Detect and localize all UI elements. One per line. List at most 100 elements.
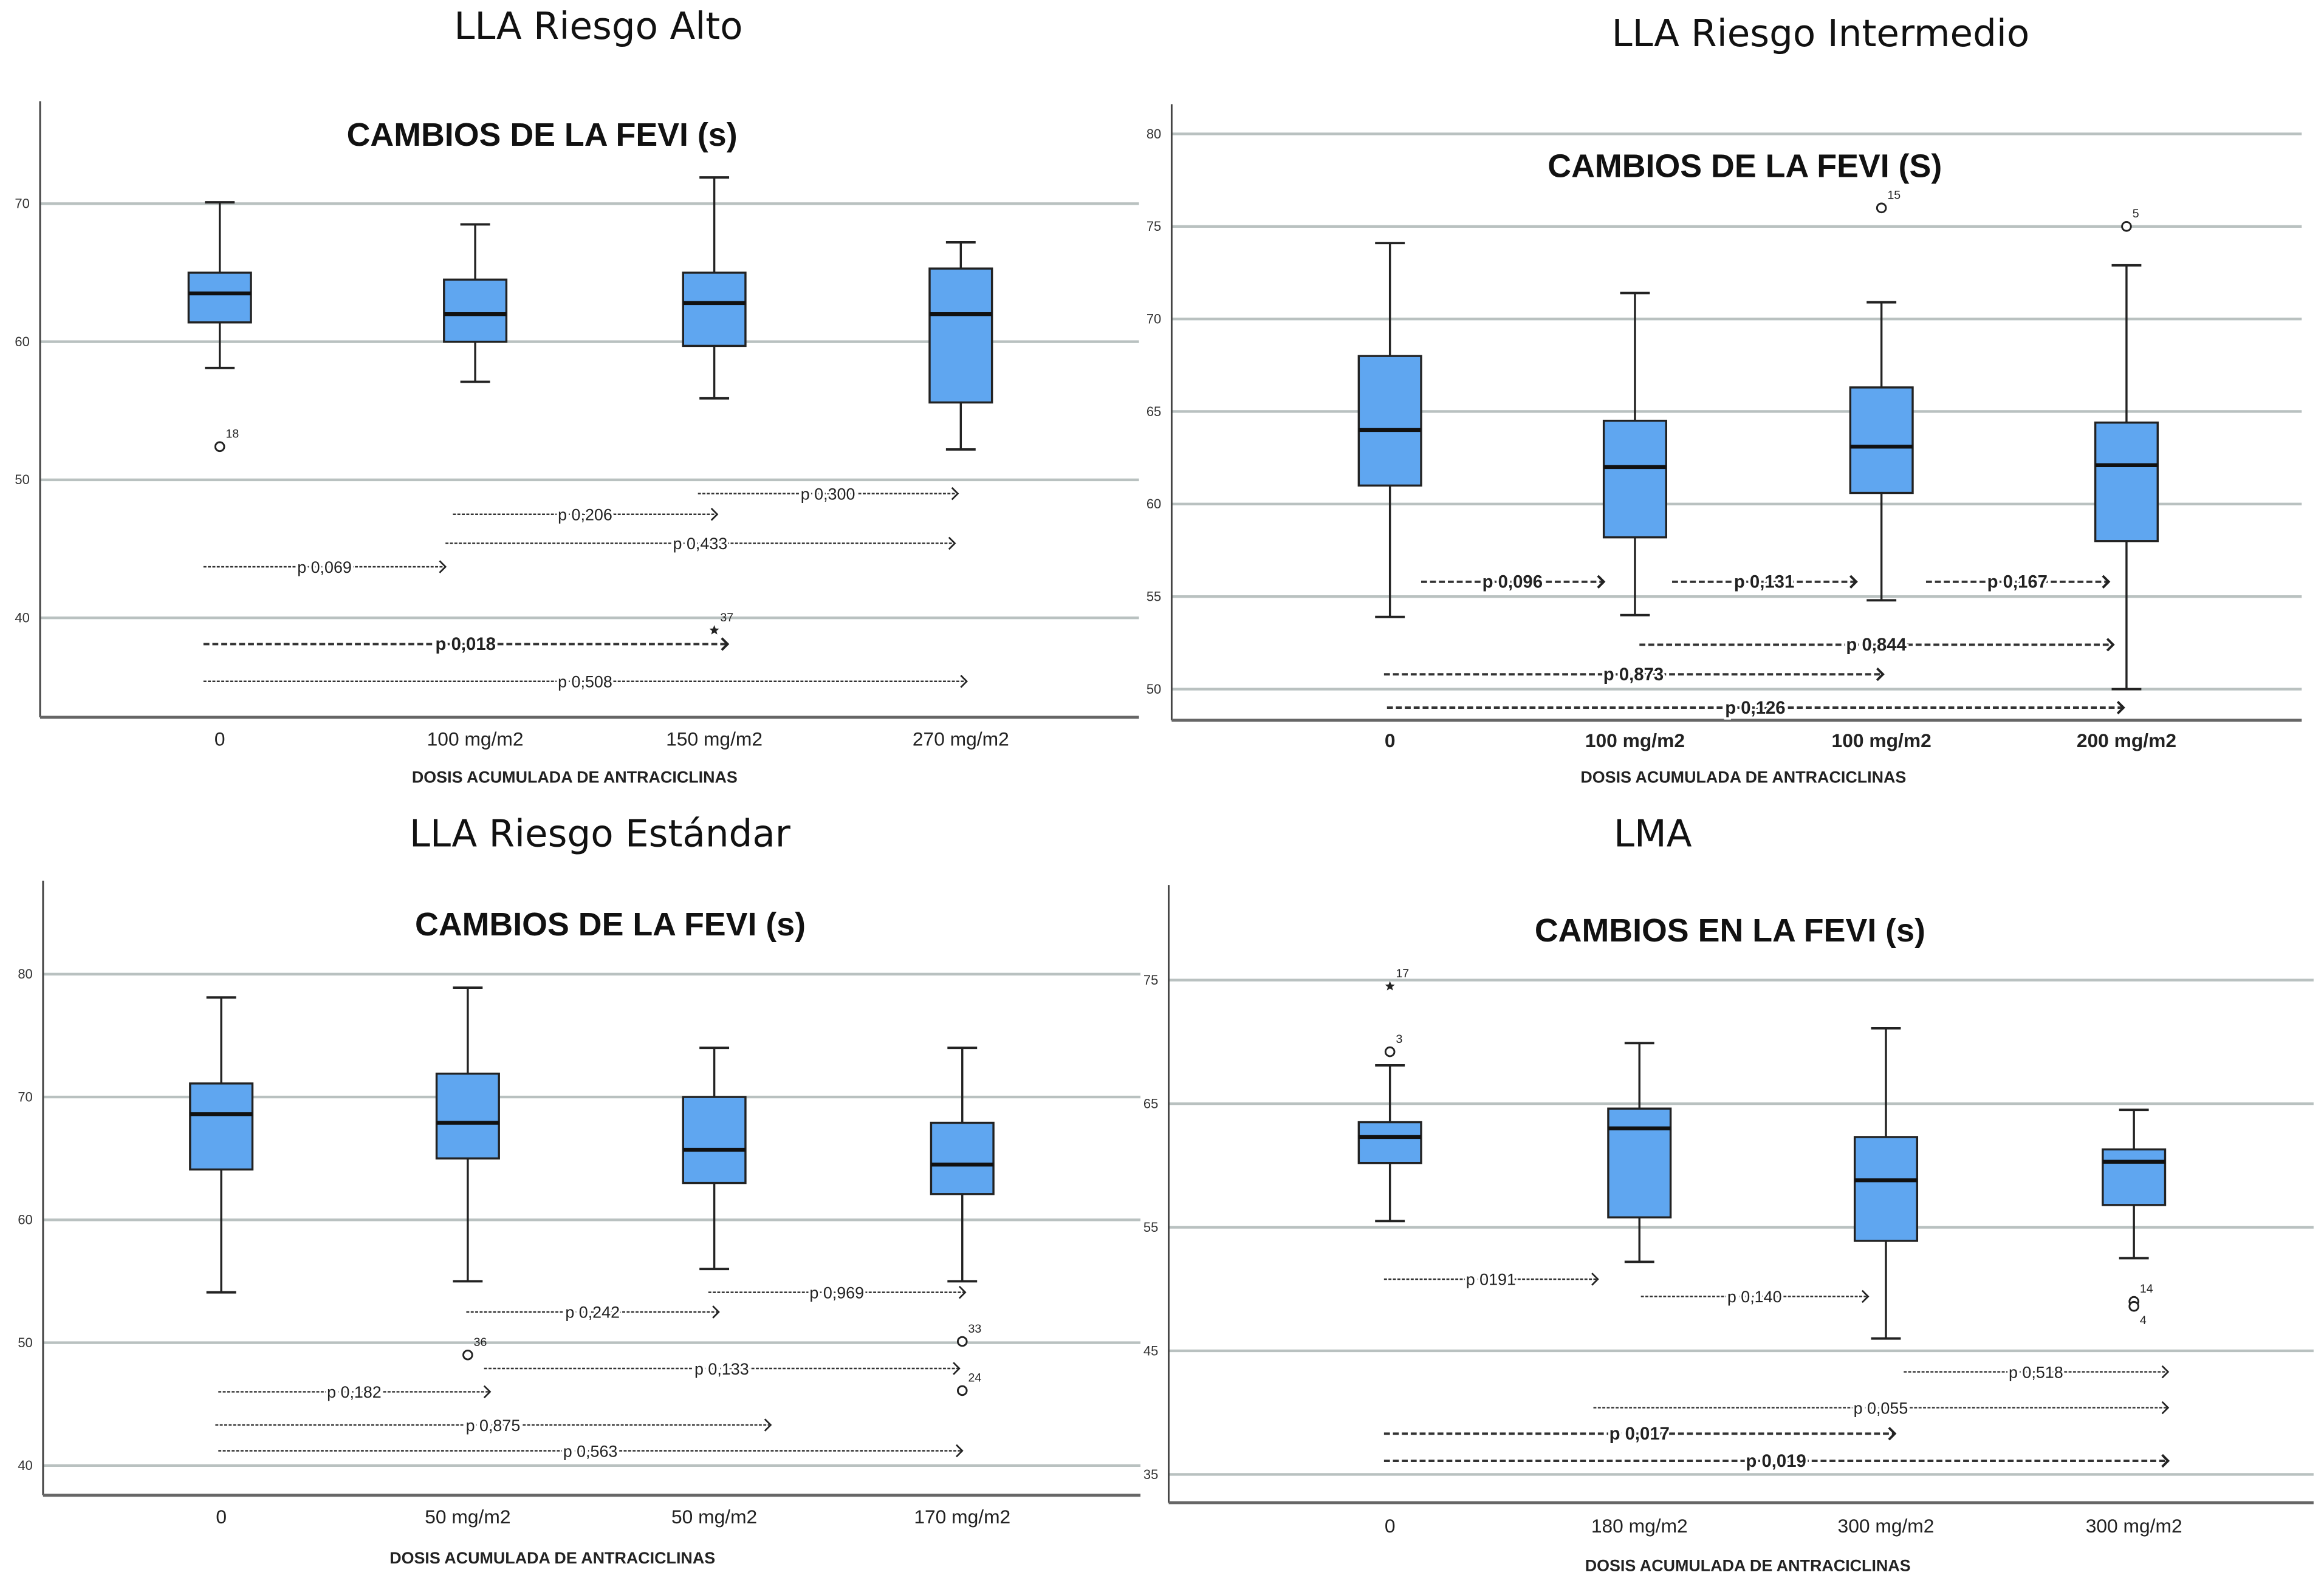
p-value-label: p 0,844 (1846, 635, 1907, 655)
p-value-annotation: p 0,873 (1383, 662, 1885, 687)
y-tick-label: 65 (1147, 404, 1161, 419)
outlier-star-icon (1385, 981, 1395, 991)
arrow-head-icon (2161, 1365, 2170, 1379)
chart-title: CAMBIOS EN LA FEVI (s) (1535, 912, 1925, 949)
arrow-head-icon (948, 536, 956, 550)
p-value-annotation: p 0,969 (708, 1282, 967, 1304)
p-value-annotation: p 0,518 (1904, 1361, 2170, 1384)
box-plot: 15 (1849, 189, 1914, 602)
iqr-box (189, 1082, 254, 1171)
p-value-label: p 0191 (1466, 1271, 1516, 1289)
x-axis-label: DOSIS ACUMULADA DE ANTRACICLINAS (1585, 1556, 1911, 1574)
outlier-point (1384, 1046, 1396, 1057)
p-value-annotation: p 0,126 (1387, 695, 2125, 720)
y-tick-label: 50 (1147, 682, 1161, 697)
iqr-box (2102, 1148, 2167, 1206)
iqr-box (682, 272, 747, 347)
box-plot (443, 223, 508, 383)
box-plot: 18 (187, 201, 252, 453)
p-value-annotation: p 0,019 (1383, 1449, 2170, 1474)
box-plot: 14 4 (2102, 1109, 2167, 1327)
p-value-annotation: p 0,844 (1639, 633, 2115, 657)
p-value-label: p 0,563 (563, 1442, 618, 1460)
p-value-label: p 0,133 (694, 1360, 749, 1378)
outlier-label: 15 (1887, 189, 1901, 202)
p-value-annotation: p 0,182 (218, 1381, 492, 1404)
p-value-annotation: p 0,133 (484, 1358, 961, 1380)
p-value-label: p 0,019 (1746, 1451, 1806, 1471)
outlier-point (956, 1385, 968, 1396)
panel-title: LMA (1614, 813, 1692, 856)
x-tick-label: 170 mg/m2 (914, 1506, 1010, 1528)
outlier-label: 18 (226, 428, 239, 441)
y-tick-label: 70 (1147, 311, 1161, 326)
x-tick-label: 300 mg/m2 (1838, 1515, 1935, 1537)
p-value-label: p 0,017 (1609, 1424, 1670, 1444)
arrow-head-icon (1876, 667, 1885, 682)
p-value-label: p 0,126 (1725, 698, 1785, 718)
p-value-label: p 0,140 (1727, 1288, 1782, 1306)
panel-title: LLA Riesgo Alto (454, 5, 742, 48)
arrow-head-icon (1591, 1273, 1599, 1286)
y-tick-label: 60 (18, 1212, 32, 1228)
box-plot (1357, 242, 1422, 618)
y-tick-label: 45 (1143, 1343, 1158, 1358)
outlier-label: 33 (968, 1322, 982, 1336)
outlier-label: 36 (474, 1336, 487, 1349)
y-tick-label: 40 (18, 1458, 32, 1473)
p-value-label: p 0,433 (673, 535, 728, 553)
outlier-label: 4 (2140, 1314, 2147, 1327)
arrow-head-icon (2106, 638, 2115, 652)
chart-title: CAMBIOS DE LA FEVI (s) (415, 906, 806, 943)
outlier-label: 17 (1396, 967, 1409, 980)
y-tick-label: 65 (1143, 1096, 1158, 1111)
p-value-label: p 0,018 (436, 634, 496, 654)
arrow-head-icon (483, 1385, 492, 1399)
outlier-point (214, 441, 225, 453)
arrow-head-icon (2161, 1401, 2170, 1415)
p-value-label: p 0,300 (801, 485, 855, 503)
p-value-annotation: p 0,096 (1421, 570, 1606, 594)
p-value-annotation: p 0191 (1383, 1268, 1599, 1291)
iqr-box (928, 267, 993, 404)
chart-panel: LLA Riesgo Alto CAMBIOS DE LA FEVI (s) 40 5… (15, 5, 1139, 787)
p-value-label: p 0,167 (1987, 572, 2048, 592)
outlier-label: 5 (2133, 207, 2139, 220)
outlier-point (2128, 1300, 2139, 1312)
outlier-star-icon (709, 625, 719, 635)
p-value-label: p 0,242 (565, 1303, 620, 1322)
arrow-head-icon (1888, 1427, 1897, 1441)
p-value-annotation: p 0,242 (466, 1301, 720, 1324)
y-tick-label: 55 (1147, 589, 1161, 604)
x-tick-label: 0 (214, 728, 225, 750)
box-plot (682, 1047, 747, 1271)
box-plot (1853, 1027, 1919, 1340)
y-tick-label: 50 (18, 1335, 32, 1350)
p-value-label: p 0,518 (2009, 1363, 2063, 1381)
p-value-label: p 0,873 (1603, 664, 1664, 685)
arrow-head-icon (1597, 575, 1606, 589)
x-tick-label: 100 mg/m2 (427, 728, 524, 750)
x-axis-label: DOSIS ACUMULADA DE ANTRACICLINAS (1580, 768, 1906, 787)
x-tick-label: 200 mg/m2 (2077, 729, 2176, 751)
x-axis-label: DOSIS ACUMULADA DE ANTRACICLINAS (412, 768, 738, 787)
iqr-box (1849, 386, 1914, 494)
p-value-annotation: p 0,069 (203, 556, 447, 579)
p-value-label: p 0,206 (558, 506, 612, 524)
iqr-box (435, 1072, 500, 1160)
arrow-head-icon (2116, 700, 2125, 715)
box-plot: 5 (2094, 207, 2159, 691)
iqr-box (930, 1121, 995, 1195)
outlier-point (956, 1336, 968, 1347)
iqr-box (1357, 1121, 1422, 1164)
p-value-annotation: p 0,017 (1383, 1421, 1897, 1446)
arrow-head-icon (1849, 575, 1858, 589)
arrow-head-icon (2102, 575, 2111, 589)
box-plot (1607, 1042, 1672, 1263)
arrow-head-icon (764, 1418, 772, 1432)
p-value-annotation: p 0,018 (203, 632, 730, 657)
p-value-annotation: p 0,140 (1640, 1286, 1870, 1308)
box-plot: 37 (682, 176, 747, 635)
outlier-label: 24 (968, 1372, 982, 1385)
box-plot (928, 241, 993, 451)
